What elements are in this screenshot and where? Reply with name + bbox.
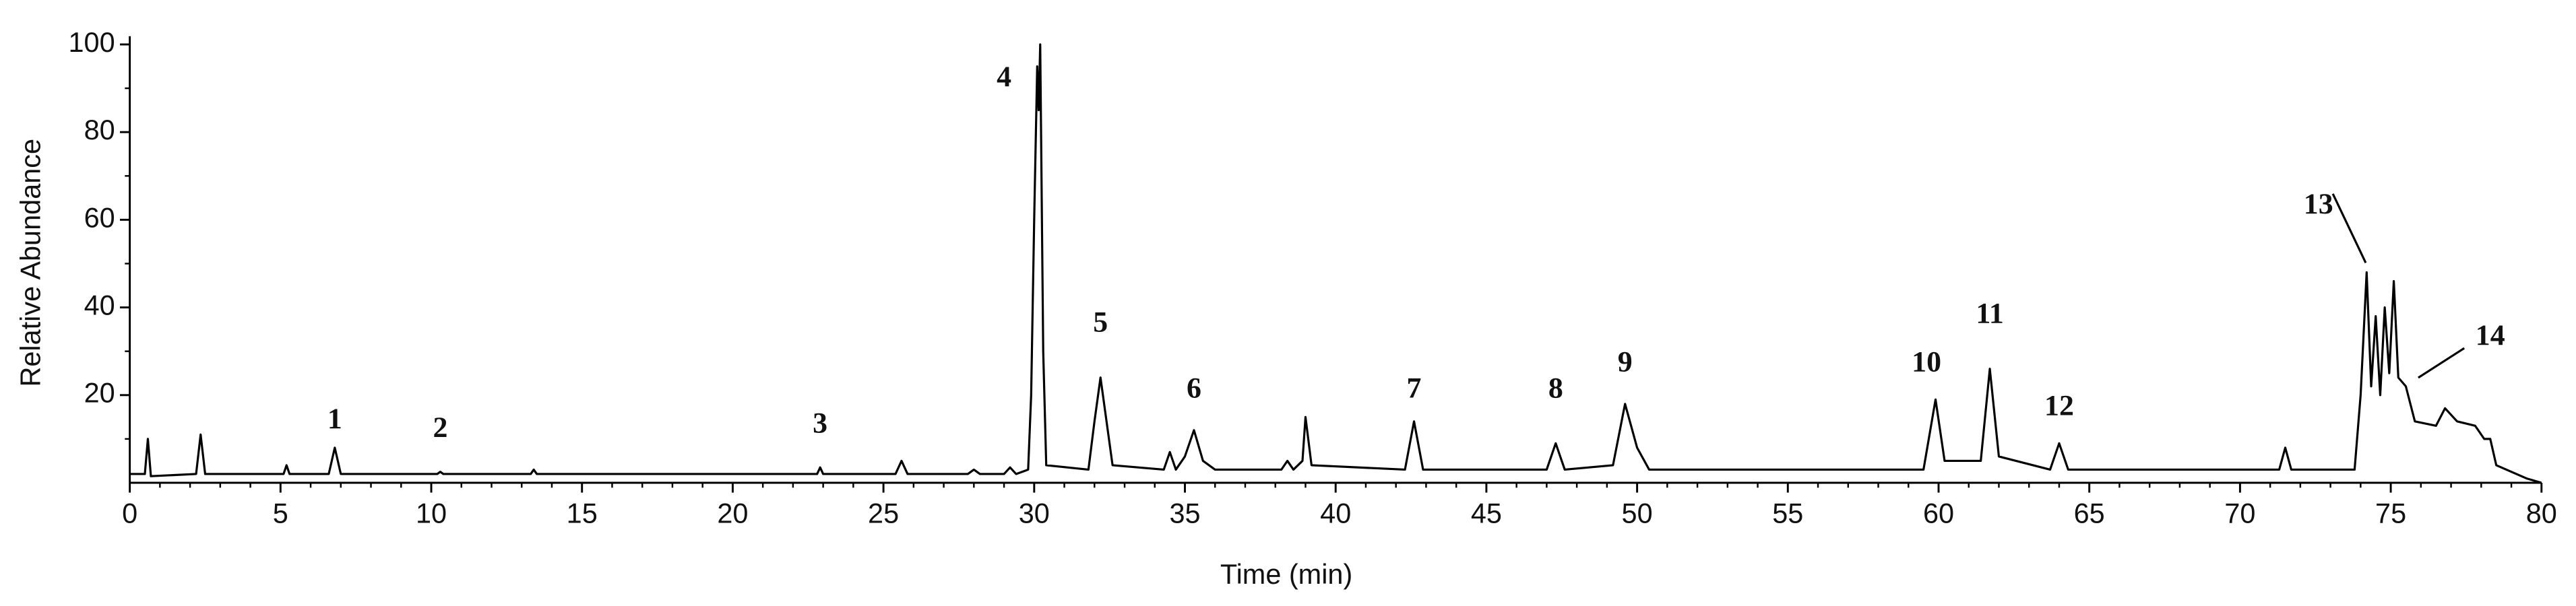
leader-line [2418, 347, 2465, 379]
x-tick-label: 0 [122, 498, 137, 529]
peak-label: 1 [327, 403, 342, 435]
peak-label: 12 [2044, 389, 2074, 422]
peak-label: 13 [2304, 188, 2333, 220]
peak-label: 9 [1618, 345, 1633, 378]
peak-label: 10 [1912, 345, 1941, 378]
peak-label: 6 [1187, 372, 1201, 404]
y-tick-label: 100 [69, 26, 115, 58]
peak-label: 7 [1407, 372, 1422, 404]
peak-label: 11 [1976, 298, 2003, 330]
x-tick-label: 20 [717, 498, 748, 529]
x-tick-label: 65 [2074, 498, 2105, 529]
y-tick-label: 40 [84, 290, 115, 321]
y-tick-label: 80 [84, 114, 115, 145]
chromatogram-trace [129, 43, 2542, 484]
x-tick-label: 45 [1471, 498, 1502, 529]
x-tick-label: 80 [2526, 498, 2557, 529]
x-tick-label: 5 [273, 498, 288, 529]
x-tick-label: 70 [2224, 498, 2255, 529]
peak-label: 3 [813, 407, 827, 439]
x-tick-label: 50 [1622, 498, 1653, 529]
x-tick-label: 60 [1923, 498, 1954, 529]
peak-label: 14 [2476, 319, 2505, 351]
x-tick-label: 40 [1320, 498, 1351, 529]
x-tick-label: 55 [1772, 498, 1803, 529]
y-tick-label: 60 [84, 201, 115, 233]
x-tick-label: 30 [1019, 498, 1050, 529]
leader-line [2331, 193, 2367, 263]
peak-label: 4 [997, 61, 1011, 93]
peak-label: 8 [1548, 372, 1563, 404]
y-tick-label: 20 [84, 377, 115, 409]
peak-label: 2 [433, 411, 447, 444]
x-tick-label: 75 [2375, 498, 2406, 529]
y-axis-label: Relative Abundance [15, 139, 46, 387]
x-tick-label: 25 [868, 498, 899, 529]
x-tick-label: 15 [567, 498, 598, 529]
x-tick-label: 10 [416, 498, 447, 529]
x-axis-label: Time (min) [1220, 558, 1352, 590]
x-tick-label: 35 [1169, 498, 1200, 529]
peak-label: 5 [1093, 306, 1108, 339]
